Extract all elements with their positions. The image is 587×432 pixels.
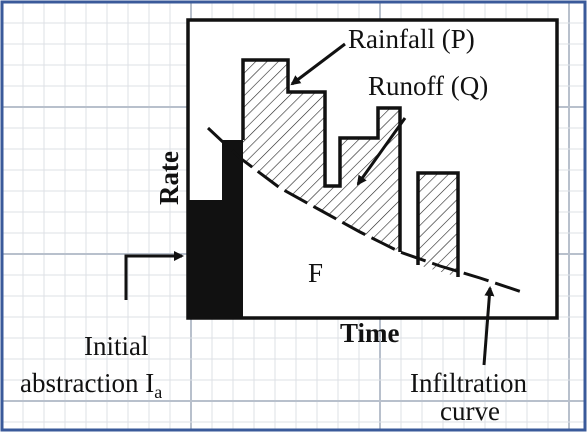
rainfall-outline: [416, 171, 460, 277]
arrow: [290, 42, 346, 86]
initial-abstraction-label: abstraction Ia: [20, 368, 162, 402]
infiltration-curve-label: curve: [440, 396, 500, 426]
initial-abstraction-label: Initial: [84, 331, 148, 361]
rainfall-outline: [241, 58, 402, 252]
runoff-label: Runoff (Q): [368, 71, 488, 101]
arrow: [482, 286, 495, 366]
rainfall-label: Rainfall (P): [348, 24, 475, 54]
y-axis-label: Rate: [154, 151, 184, 205]
arrow: [124, 251, 184, 300]
infiltration-curve: [206, 126, 523, 294]
arrow: [356, 117, 407, 186]
x-axis-label: Time: [340, 318, 400, 348]
initial-abstraction: [222, 140, 243, 318]
area-label: F: [308, 258, 323, 288]
runoff-area: [418, 173, 458, 277]
runoff-area: [243, 60, 400, 252]
label-subscript: a: [154, 382, 162, 402]
infiltration-curve-label: Infiltration: [410, 368, 527, 398]
initial-abstraction: [188, 200, 224, 318]
label-text: abstraction I: [20, 368, 154, 398]
